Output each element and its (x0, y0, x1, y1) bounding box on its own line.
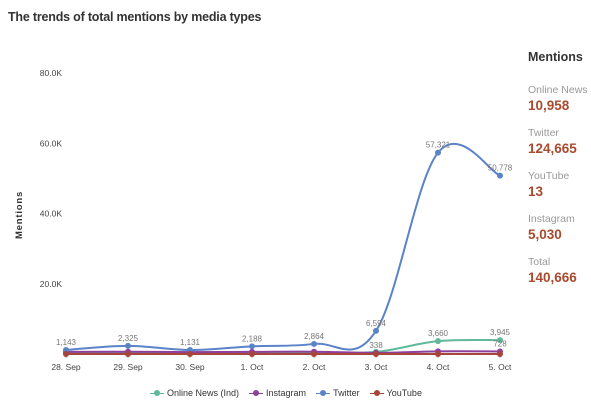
data-point-twitter[interactable] (125, 342, 131, 349)
data-point-youtube[interactable] (373, 351, 379, 357)
data-label-twitter: 2,325 (118, 334, 139, 343)
data-label-instagram: 728 (493, 339, 507, 348)
panel-heading: Mentions (528, 50, 583, 64)
data-point-twitter[interactable] (497, 172, 503, 179)
series-line-twitter (65, 143, 501, 352)
summary-instagram: Instagram 5,030 (528, 213, 590, 243)
legend-item-online-news[interactable]: Online News (Ind) (150, 388, 239, 398)
x-tick-label: 3. Oct (365, 362, 388, 372)
data-point-youtube[interactable] (187, 351, 193, 357)
summary-value: 140,666 (528, 270, 577, 285)
legend-label: YouTube (386, 388, 422, 398)
data-label-twitter: 6,594 (366, 319, 387, 328)
summary-value: 124,665 (528, 141, 577, 156)
y-tick-label: 60.0K (40, 138, 63, 148)
legend-marker-icon (249, 389, 264, 397)
summary-twitter: Twitter 124,665 (528, 127, 590, 157)
summary-label: Instagram (528, 213, 575, 225)
data-label-twitter: 50,778 (488, 164, 513, 173)
mentions-summary-panel: Mentions Online News (Ind) 10,958 Twitte… (528, 50, 591, 299)
series-layer (63, 143, 503, 357)
legend-marker-icon (369, 389, 384, 397)
summary-value: 13 (528, 184, 544, 199)
legend-marker-icon (316, 389, 331, 397)
data-label-online-news-ind: 3,660 (428, 329, 449, 338)
summary-value: 5,030 (528, 227, 562, 242)
x-tick-label: 5. Oct (489, 362, 512, 372)
summary-youtube: YouTube 13 (528, 170, 590, 200)
series-line-instagram (65, 350, 501, 354)
x-tick-label: 4. Oct (427, 362, 450, 372)
legend-label: Twitter (333, 388, 360, 398)
y-tick-label: 40.0K (40, 209, 63, 219)
summary-online-news: Online News (Ind) 10,958 (528, 84, 591, 114)
data-point-twitter[interactable] (373, 327, 379, 334)
data-point-youtube[interactable] (435, 351, 441, 357)
data-label-twitter: 2,188 (242, 334, 263, 343)
data-point-youtube[interactable] (311, 351, 317, 357)
y-axis-title: Mentions (14, 191, 25, 239)
data-point-youtube[interactable] (125, 351, 131, 357)
summary-label: Total (528, 256, 551, 268)
x-tick-label: 30. Sep (175, 362, 205, 372)
y-axis-ticks: 20.0K 40.0K 60.0K 80.0K (40, 68, 63, 289)
legend-label: Online News (Ind) (167, 388, 240, 398)
y-tick-label: 80.0K (40, 68, 63, 78)
x-tick-label: 1. Oct (241, 362, 264, 372)
legend-marker-icon (150, 389, 164, 397)
x-tick-label: 2. Oct (303, 362, 326, 372)
y-axis-label: Mentions (14, 191, 25, 239)
data-point-twitter[interactable] (311, 340, 317, 347)
data-point-twitter[interactable] (435, 149, 441, 156)
data-label-twitter: 57,321 (426, 141, 451, 150)
data-point-online-news-ind[interactable] (497, 337, 503, 344)
x-axis: 28. Sep 29. Sep 30. Sep 1. Oct 2. Oct 3. Oct 4… (51, 353, 512, 372)
summary-label: Online News (Ind) (528, 84, 591, 96)
data-point-twitter[interactable] (249, 343, 255, 350)
legend-item-youtube[interactable]: YouTube (369, 388, 422, 398)
data-label-twitter: 1,143 (56, 338, 77, 347)
data-label-twitter: 2,864 (304, 332, 325, 341)
data-point-youtube[interactable] (497, 351, 503, 357)
data-labels: 3,660 3,945 338 728 1,143 2,325 1,131 2,188 2,86… (56, 141, 513, 350)
summary-total: Total 140,666 (528, 256, 590, 286)
legend-item-instagram[interactable]: Instagram (249, 388, 306, 398)
data-label-instagram: 338 (369, 341, 383, 350)
data-label-online-news-ind: 3,945 (490, 328, 511, 337)
summary-label: Twitter (528, 127, 559, 139)
data-point-youtube[interactable] (63, 351, 69, 357)
y-tick-label: 20.0K (40, 279, 63, 289)
data-point-online-news-ind[interactable] (435, 338, 441, 345)
summary-label: YouTube (528, 170, 570, 182)
summary-value: 10,958 (528, 98, 570, 113)
data-label-twitter: 1,131 (180, 338, 201, 347)
data-point-youtube[interactable] (249, 351, 255, 357)
legend-label: Instagram (266, 388, 307, 398)
page-title: The trends of total mentions by media ty… (8, 10, 262, 24)
x-tick-label: 28. Sep (51, 362, 81, 372)
legend-item-twitter[interactable]: Twitter (316, 388, 360, 398)
chart-legend: Online News (Ind) Instagram Twitter YouT… (150, 388, 422, 398)
x-tick-label: 29. Sep (113, 362, 143, 372)
